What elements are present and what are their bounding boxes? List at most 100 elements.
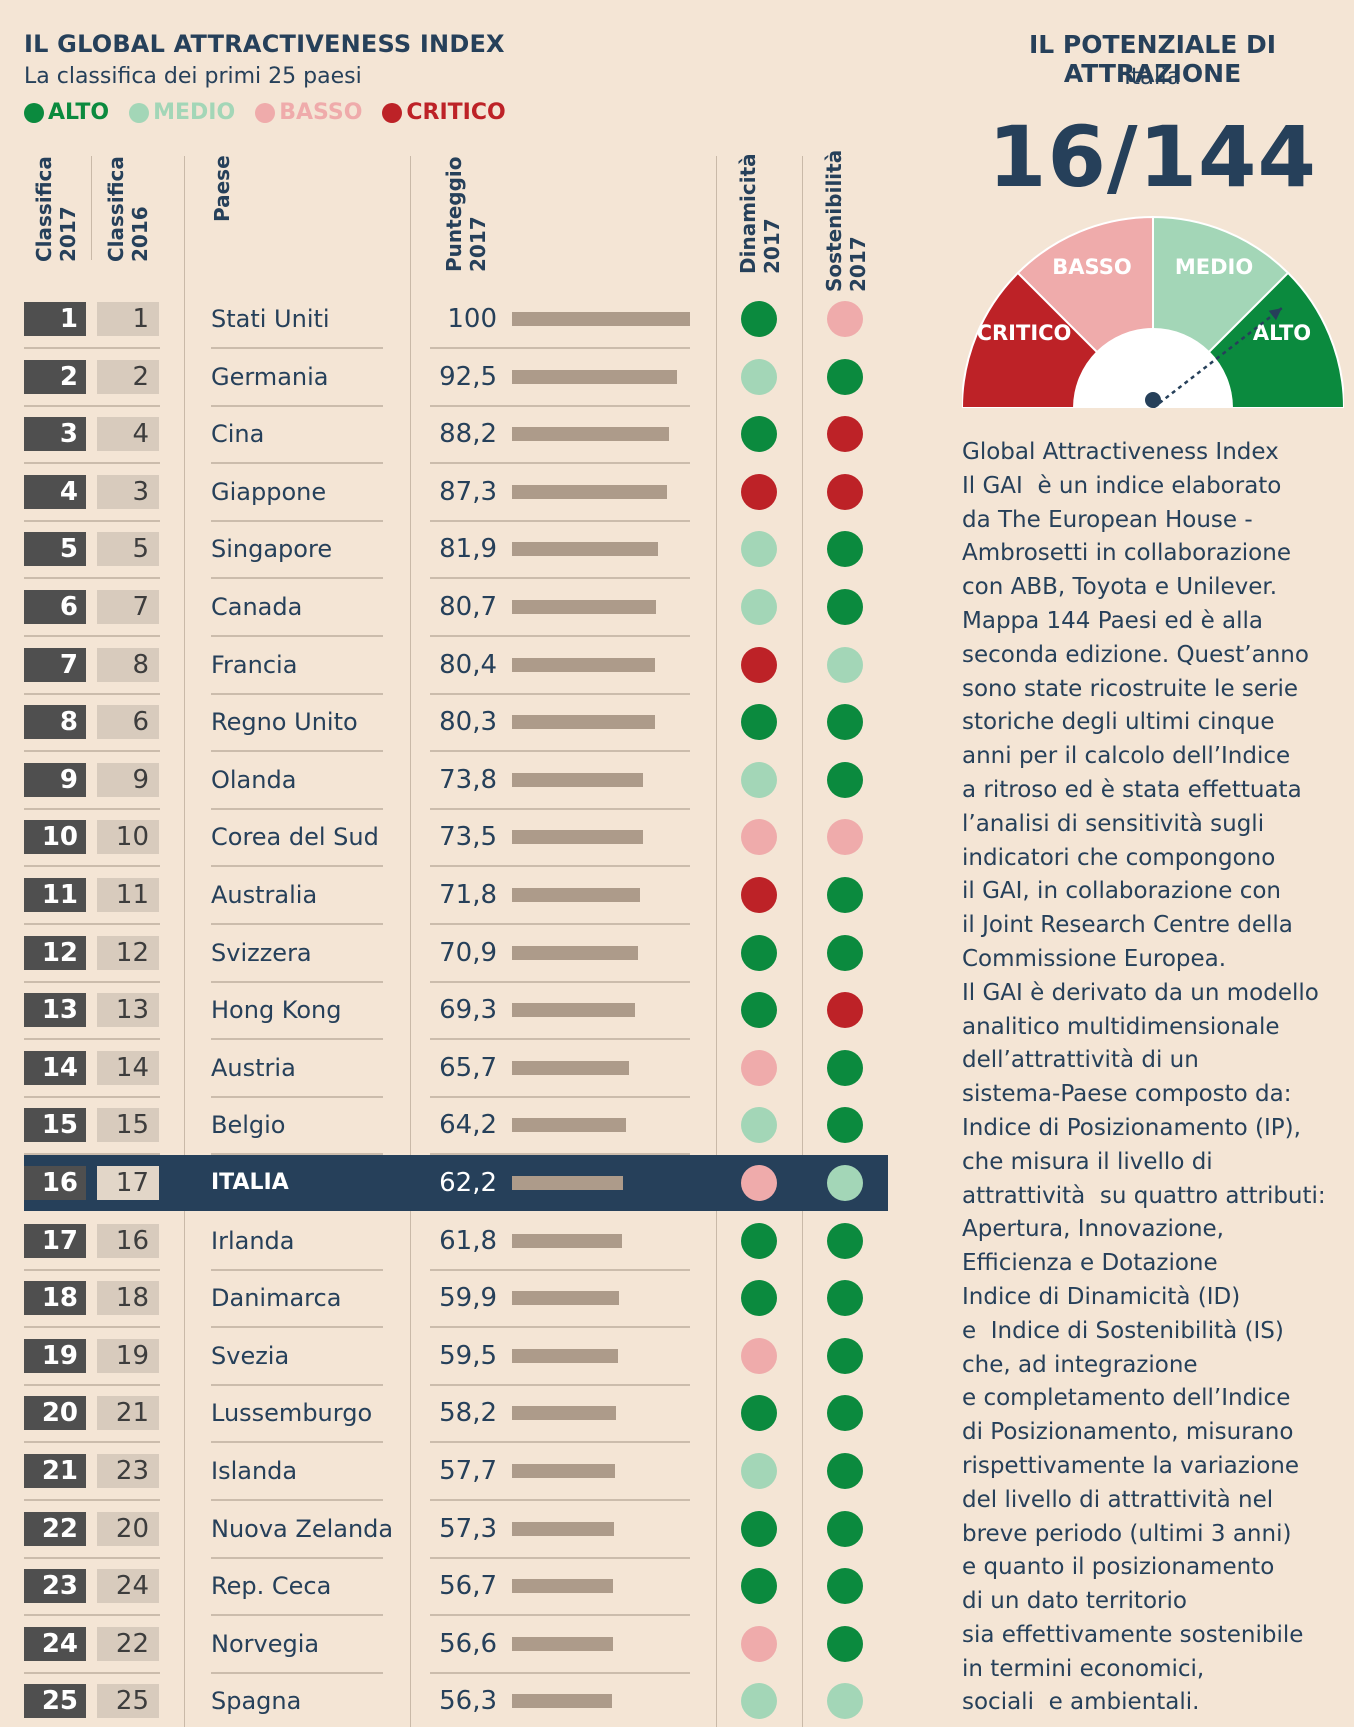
row-divider xyxy=(430,1153,690,1156)
sustainability-dot xyxy=(827,1568,863,1605)
sustainability-dot xyxy=(827,1453,863,1489)
column-header-dynamics: Dinamicità 2017 xyxy=(736,153,784,274)
score-value: 80,7 xyxy=(439,592,497,622)
dynamics-dot xyxy=(741,589,777,625)
rank-2017: 4 xyxy=(24,474,86,509)
column-header-score: Punteggio 2017 xyxy=(442,156,490,273)
country-name: Svezia xyxy=(211,1341,290,1370)
sustainability-dot xyxy=(827,1625,863,1662)
score-bar xyxy=(512,369,677,384)
score-value: 59,9 xyxy=(439,1283,497,1314)
row-divider xyxy=(24,923,160,925)
row-divider xyxy=(211,1095,383,1098)
row-divider xyxy=(211,692,383,695)
dynamics-dot xyxy=(741,531,777,568)
dynamics-dot xyxy=(741,1395,777,1432)
rank-2016: 25 xyxy=(97,1684,159,1719)
row-divider xyxy=(211,635,383,637)
score-value: 57,7 xyxy=(439,1456,497,1486)
dynamics-dot xyxy=(741,934,777,971)
sustainability-dot xyxy=(827,473,863,510)
country-name: ITALIA xyxy=(211,1170,289,1195)
position-value: 16/144 xyxy=(988,108,1317,206)
description-text: Global Attractiveness Index Il GAI è un … xyxy=(962,439,1326,1716)
gauge-pointer-pivot xyxy=(1145,392,1161,408)
sustainability-dot xyxy=(827,992,863,1029)
chart-title: IL GLOBAL ATTRACTIVENESS INDEX xyxy=(24,30,505,58)
rank-2016: 24 xyxy=(97,1569,159,1604)
row-divider xyxy=(430,519,690,522)
rank-2017: 6 xyxy=(24,590,86,624)
dynamics-dot xyxy=(741,646,777,683)
row-divider xyxy=(211,1383,383,1386)
side-country: Italia xyxy=(1124,64,1181,90)
dynamics-dot xyxy=(741,1165,777,1201)
score-value: 61,8 xyxy=(439,1225,497,1256)
rank-2017: 22 xyxy=(24,1511,86,1546)
legend-item-medio: MEDIO xyxy=(129,100,235,125)
score-bar xyxy=(512,830,643,845)
country-name: Giappone xyxy=(211,477,327,506)
country-name: Corea del Sud xyxy=(211,823,379,852)
sustainability-dot xyxy=(827,1337,863,1374)
row-divider xyxy=(211,1268,383,1271)
row-divider xyxy=(211,1671,383,1674)
row-divider xyxy=(24,865,160,868)
row-divider xyxy=(211,1614,383,1617)
rank-2016: 21 xyxy=(97,1396,159,1431)
score-bar xyxy=(512,600,656,614)
rank-2016: 19 xyxy=(97,1338,159,1373)
dynamics-dot xyxy=(741,992,777,1029)
legend-item-alto: ALTO xyxy=(24,100,109,125)
score-bar xyxy=(512,484,668,499)
score-value: 70,9 xyxy=(439,937,497,968)
dynamics-dot xyxy=(741,1222,777,1259)
column-header-sustainability: Sostenibilità 2017 xyxy=(822,149,870,292)
row-divider xyxy=(24,635,160,637)
rank-2017: 3 xyxy=(24,417,86,452)
rank-2016: 20 xyxy=(97,1511,159,1546)
rank-2016: 9 xyxy=(97,762,159,797)
score-bar xyxy=(512,715,655,730)
country-name: Spagna xyxy=(211,1687,302,1716)
divider xyxy=(91,156,92,260)
attractiveness-gauge: CRITICO BASSO MEDIO ALTO xyxy=(962,215,1344,408)
row-divider xyxy=(430,462,690,465)
row-divider xyxy=(430,1038,690,1041)
rank-2017: 13 xyxy=(24,993,86,1028)
rank-2016: 6 xyxy=(97,705,159,740)
score-bar xyxy=(512,1233,622,1248)
score-bar xyxy=(512,312,690,326)
rank-2017: 12 xyxy=(24,935,86,970)
rank-2016: 1 xyxy=(97,302,159,336)
country-name: Danimarca xyxy=(211,1284,342,1313)
score-value: 64,2 xyxy=(439,1110,497,1141)
score-bar xyxy=(512,1176,623,1190)
dynamics-dot xyxy=(741,1568,777,1605)
country-name: Norvegia xyxy=(211,1629,320,1658)
row-divider xyxy=(430,404,690,407)
score-value: 88,2 xyxy=(439,419,497,450)
score-bar xyxy=(512,1348,618,1363)
legend: ALTO MEDIO BASSO CRITICO xyxy=(24,100,526,125)
row-divider xyxy=(430,1614,690,1617)
divider xyxy=(716,156,717,1727)
legend-dot-alto xyxy=(24,102,44,123)
row-divider xyxy=(430,807,690,810)
gauge-hub xyxy=(1073,328,1233,408)
row-divider xyxy=(24,1095,160,1098)
legend-dot-basso xyxy=(255,102,276,123)
score-value: 56,7 xyxy=(439,1571,497,1602)
country-name: Francia xyxy=(211,650,298,679)
rank-2017: 16 xyxy=(24,1166,86,1200)
row-divider xyxy=(430,1326,690,1329)
row-divider xyxy=(211,347,383,349)
row-divider xyxy=(430,577,690,580)
row-divider xyxy=(211,462,383,465)
legend-item-critico: CRITICO xyxy=(382,100,506,125)
row-divider xyxy=(24,462,160,465)
row-divider xyxy=(211,923,383,925)
country-name: Irlanda xyxy=(211,1226,295,1255)
rank-2017: 14 xyxy=(24,1050,86,1085)
column-header-country: Paese xyxy=(210,155,234,222)
